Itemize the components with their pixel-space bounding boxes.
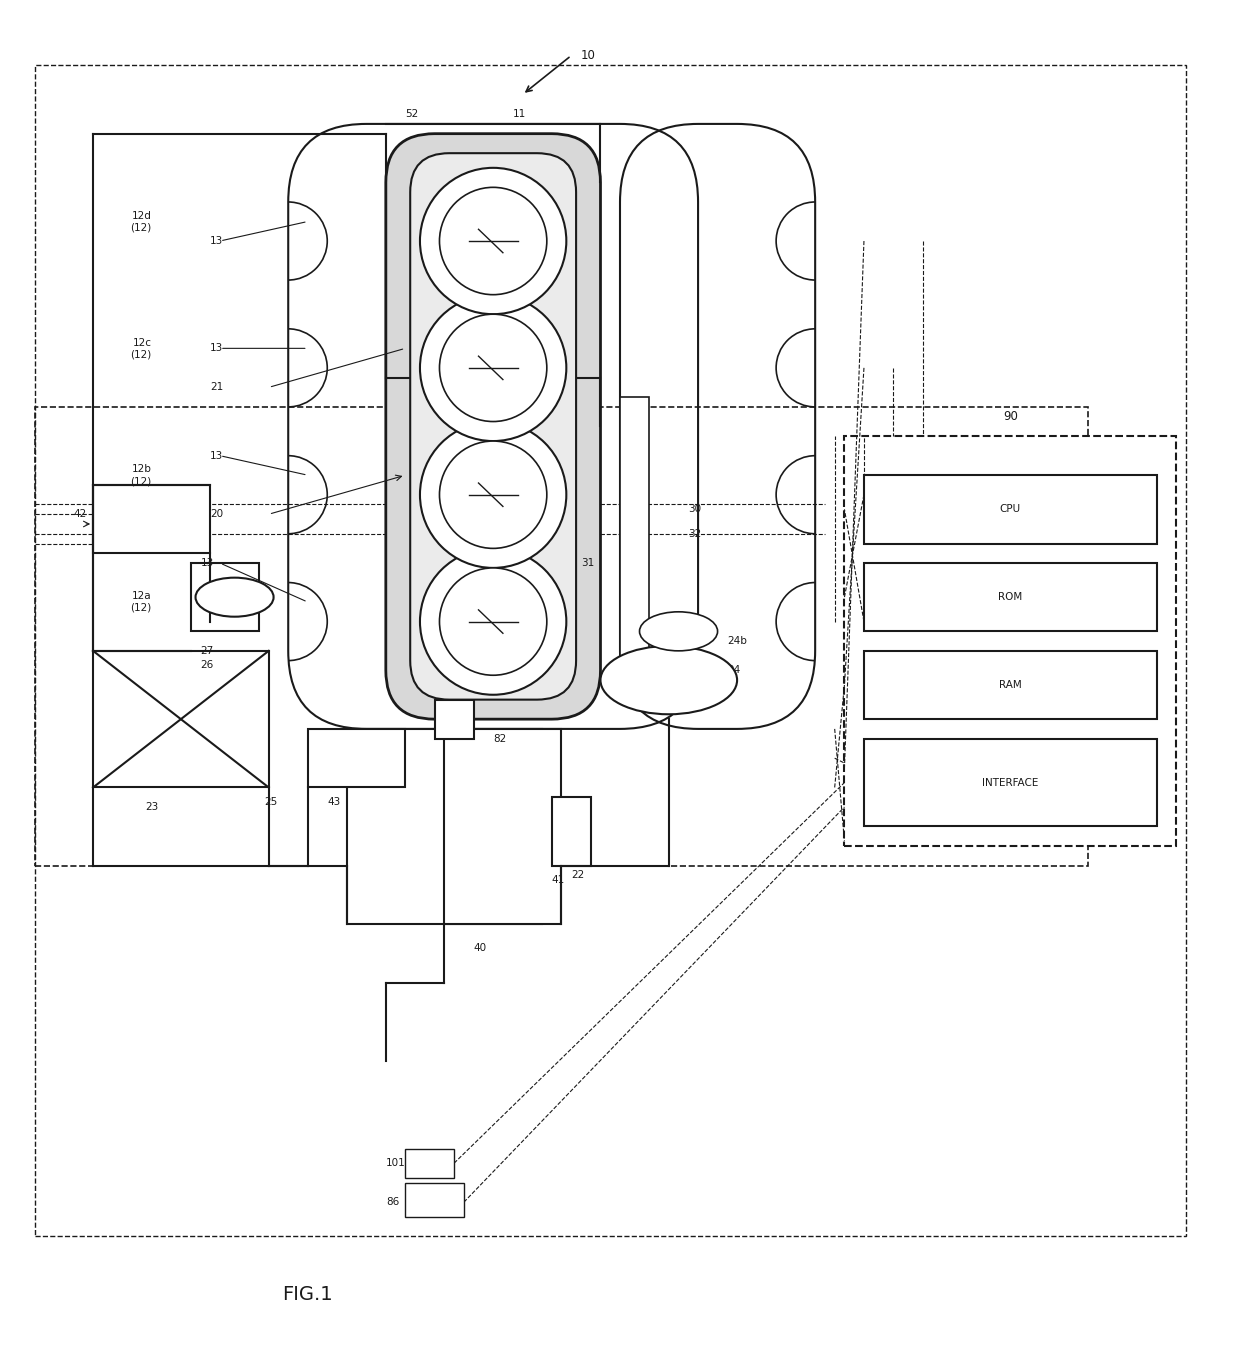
FancyBboxPatch shape <box>410 153 577 700</box>
Text: 27: 27 <box>201 645 213 656</box>
Circle shape <box>420 548 567 695</box>
Bar <box>405 1182 464 1217</box>
Text: 22: 22 <box>572 870 584 881</box>
Text: 12c
(12): 12c (12) <box>130 337 151 359</box>
Text: 82: 82 <box>494 734 506 744</box>
Bar <box>308 729 405 788</box>
Ellipse shape <box>640 612 718 651</box>
Text: INTERFACE: INTERFACE <box>982 778 1039 788</box>
Text: 24b: 24b <box>728 636 748 647</box>
Bar <box>864 475 1157 544</box>
Bar <box>93 651 269 788</box>
Text: 24: 24 <box>728 666 740 675</box>
FancyBboxPatch shape <box>386 134 600 719</box>
Bar <box>864 651 1157 719</box>
Bar <box>444 729 562 925</box>
Text: 86: 86 <box>386 1197 399 1207</box>
Bar <box>347 729 542 925</box>
Text: 13: 13 <box>201 558 213 569</box>
Bar <box>864 563 1157 632</box>
Ellipse shape <box>196 578 274 616</box>
Bar <box>405 1148 454 1178</box>
Text: 40: 40 <box>474 944 487 954</box>
Text: 42: 42 <box>73 510 87 519</box>
Circle shape <box>420 295 567 441</box>
Text: 43: 43 <box>327 797 341 807</box>
Circle shape <box>439 441 547 548</box>
Ellipse shape <box>600 647 737 714</box>
Text: 25: 25 <box>264 797 277 807</box>
Text: 10: 10 <box>582 49 596 62</box>
Text: 13: 13 <box>210 344 223 353</box>
Text: FIG.1: FIG.1 <box>283 1285 334 1304</box>
Text: CPU: CPU <box>999 504 1021 514</box>
Text: 24a: 24a <box>678 704 698 714</box>
Text: ROM: ROM <box>998 592 1023 603</box>
Text: 32: 32 <box>688 529 702 538</box>
Text: RAM: RAM <box>999 680 1022 690</box>
Text: 12a
(12): 12a (12) <box>130 592 151 612</box>
Bar <box>35 407 1089 866</box>
Bar <box>93 485 210 553</box>
Text: 12b
(12): 12b (12) <box>130 464 151 486</box>
Text: 20: 20 <box>210 510 223 519</box>
Text: 12d
(12): 12d (12) <box>130 211 151 233</box>
Bar <box>864 738 1157 826</box>
Text: 41: 41 <box>552 875 565 885</box>
Text: 21: 21 <box>210 382 223 392</box>
Circle shape <box>439 188 547 295</box>
Circle shape <box>420 167 567 314</box>
Text: 11: 11 <box>512 110 526 119</box>
Text: 13: 13 <box>210 451 223 460</box>
Text: 90: 90 <box>1003 410 1018 423</box>
Text: 30: 30 <box>688 504 702 514</box>
Bar <box>434 700 474 738</box>
Bar <box>844 436 1177 847</box>
Text: 52: 52 <box>405 110 419 119</box>
Circle shape <box>439 314 547 422</box>
Text: 13: 13 <box>210 236 223 247</box>
Circle shape <box>439 569 547 675</box>
Text: 31: 31 <box>582 558 594 569</box>
Bar <box>552 797 590 866</box>
Text: 26: 26 <box>201 660 213 670</box>
Text: 23: 23 <box>145 801 159 812</box>
Bar <box>35 66 1185 1236</box>
Bar <box>191 563 259 632</box>
Text: 101: 101 <box>386 1158 405 1169</box>
Circle shape <box>420 422 567 569</box>
Bar <box>620 397 650 670</box>
